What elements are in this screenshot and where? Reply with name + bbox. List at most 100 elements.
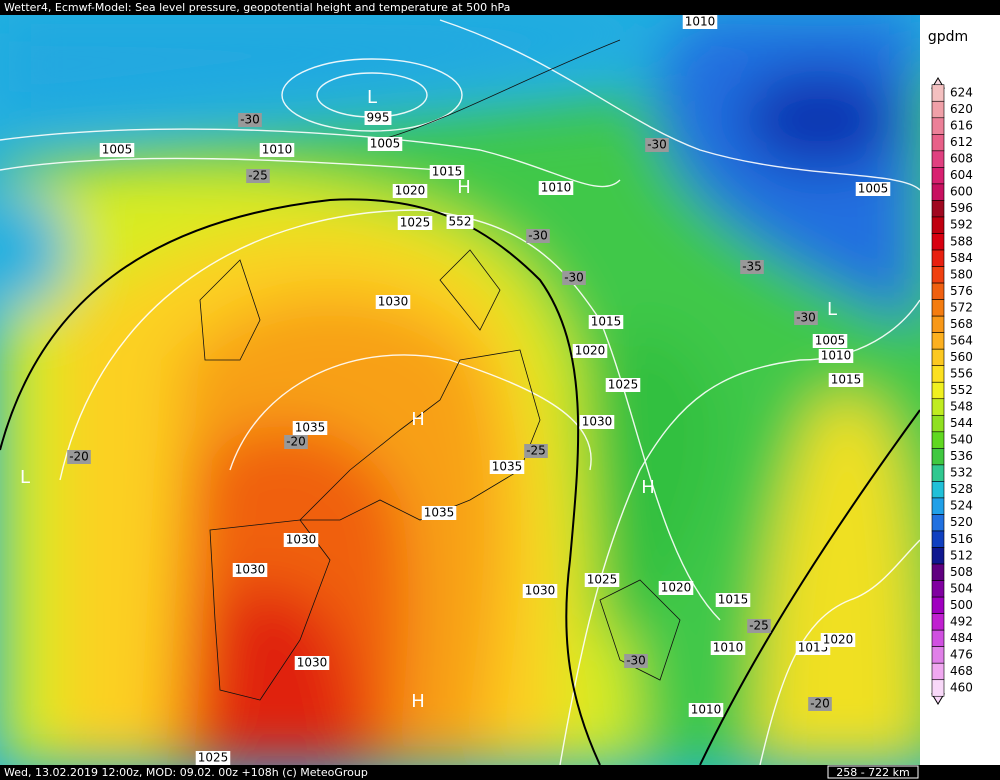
legend-swatch — [931, 547, 945, 565]
pressure-label-box — [259, 143, 295, 157]
legend-swatch — [931, 481, 945, 499]
legend-swatch — [931, 514, 945, 532]
pressure-label-box — [710, 641, 746, 655]
pressure-label-box — [605, 378, 641, 392]
pressure-label: 1010 — [262, 143, 293, 157]
legend-swatch — [931, 299, 945, 317]
pressure-label: 1020 — [395, 184, 426, 198]
legend-label: 492 — [950, 614, 973, 628]
pressure-label-box — [818, 349, 854, 363]
pressure-label: 1030 — [378, 295, 409, 309]
legend-label: 576 — [950, 284, 973, 298]
legend-swatch — [931, 679, 945, 697]
pressure-label: 1010 — [713, 641, 744, 655]
pressure-label: 1035 — [424, 506, 455, 520]
pressure-label-box — [232, 563, 268, 577]
height-label: 552 — [449, 215, 472, 229]
legend-label: 580 — [950, 267, 973, 281]
high-pressure-marker: H — [411, 691, 425, 712]
legend-label: 528 — [950, 482, 973, 496]
pressure-label: 995 — [367, 111, 390, 125]
pressure-label: 1020 — [661, 581, 692, 595]
pressure-label: 1005 — [370, 137, 401, 151]
pressure-label-box — [812, 334, 848, 348]
pressure-label: 1030 — [235, 563, 266, 577]
header-bar — [0, 0, 1000, 15]
legend-swatch — [931, 183, 945, 201]
temperature-label: -30 — [647, 138, 667, 152]
temperature-label-box — [808, 697, 832, 711]
pressure-label-box — [579, 415, 615, 429]
legend-label: 520 — [950, 515, 973, 529]
pressure-label: 1015 — [831, 373, 862, 387]
legend-swatch — [931, 216, 945, 234]
pressure-label: 1005 — [858, 182, 889, 196]
pressure-label-box — [421, 506, 457, 520]
pressure-label-box — [489, 460, 525, 474]
pressure-label: 1035 — [295, 421, 326, 435]
pressure-label: 1010 — [821, 349, 852, 363]
legend-label: 596 — [950, 201, 973, 215]
temperature-label-box — [794, 311, 818, 325]
legend-label: 468 — [950, 664, 973, 678]
legend-swatch — [931, 464, 945, 482]
pressure-label: 1030 — [525, 584, 556, 598]
pressure-label: 1015 — [591, 315, 622, 329]
pressure-label: 1015 — [798, 641, 829, 655]
temperature-label: -35 — [742, 260, 762, 274]
pressure-label-box — [429, 165, 465, 179]
pressure-label: 1030 — [286, 533, 317, 547]
temperature-label: -25 — [749, 619, 769, 633]
pressure-label-box — [397, 216, 433, 230]
pressure-label-box — [828, 373, 864, 387]
pressure-label-box — [715, 593, 751, 607]
legend-swatch — [931, 282, 945, 300]
temperature-label-box — [562, 271, 586, 285]
legend-label: 536 — [950, 449, 973, 463]
pressure-label-box — [538, 181, 574, 195]
low-pressure-marker: L — [367, 87, 377, 108]
pressure-label: 1010 — [541, 181, 572, 195]
legend-label: 620 — [950, 102, 973, 116]
legend-label: 564 — [950, 333, 973, 347]
temperature-label: -30 — [626, 654, 646, 668]
legend-label: 600 — [950, 185, 973, 199]
legend-swatch — [931, 381, 945, 400]
legend-swatch — [931, 448, 945, 466]
legend-swatch — [931, 332, 945, 350]
height-label-box — [446, 215, 474, 229]
high-pressure-marker: H — [411, 409, 425, 430]
legend-label: 512 — [950, 548, 973, 562]
pressure-label: 1010 — [691, 703, 722, 717]
legend-label: 500 — [950, 598, 973, 612]
legend-label: 616 — [950, 119, 973, 133]
pressure-label-box — [375, 295, 411, 309]
temperature-label-box — [645, 138, 669, 152]
map-area — [0, 15, 920, 765]
pressure-label-box — [99, 143, 135, 157]
legend-swatch — [931, 117, 945, 135]
pressure-label-box — [658, 581, 694, 595]
legend-swatch — [931, 646, 945, 664]
legend-swatch — [931, 629, 945, 647]
temperature-label-box — [238, 113, 262, 127]
pressure-label-box — [522, 584, 558, 598]
pressure-label-box — [688, 703, 724, 717]
legend-label: 504 — [950, 581, 973, 595]
scale-text: 258 - 722 km — [836, 766, 910, 779]
pressure-label-box — [292, 421, 328, 435]
pressure-label: 1030 — [582, 415, 613, 429]
legend-swatch — [931, 315, 945, 333]
legend-swatch — [931, 266, 945, 284]
high-pressure-marker: H — [457, 177, 471, 198]
pressure-label-box — [294, 656, 330, 670]
temperature-label: -25 — [248, 169, 268, 183]
pressure-label: 1015 — [718, 593, 749, 607]
temperature-label: -25 — [526, 444, 546, 458]
pressure-label: 1025 — [400, 216, 431, 230]
legend-swatch — [931, 497, 945, 515]
legend-swatch — [931, 249, 945, 267]
temperature-label-box — [624, 654, 648, 668]
temperature-label-box — [67, 450, 91, 464]
